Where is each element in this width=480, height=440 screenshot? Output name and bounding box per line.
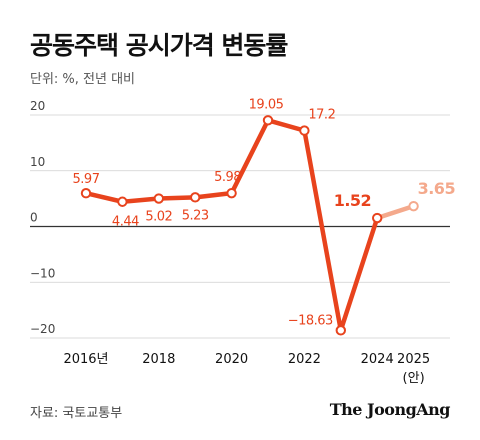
data-point <box>335 325 346 336</box>
y-tick-label: −10 <box>30 266 55 280</box>
y-tick-label: −20 <box>30 322 55 336</box>
data-label: 17.2 <box>308 108 335 123</box>
y-tick-label: 0 <box>30 211 38 225</box>
data-point <box>299 125 310 136</box>
data-point <box>262 115 274 126</box>
data-point <box>117 196 128 207</box>
x-tick-label: 2022 <box>288 352 321 367</box>
brand-logo: The JoongAng <box>329 400 451 419</box>
data-labels: 5.97 4.44 5.02 5.23 5.98 19.05 17.2 −18.63 1.52 3… <box>73 97 456 328</box>
grid-lines <box>30 114 450 339</box>
x-tick-label: 2016년 <box>63 352 108 367</box>
data-label: 5.97 <box>73 172 100 187</box>
y-axis-ticks: 20 10 0 −10 −20 <box>30 99 55 336</box>
x-tick-label: 2025 <box>397 352 430 367</box>
x-tick-label: 2018 <box>142 352 175 367</box>
data-label: 3.65 <box>418 179 456 198</box>
data-label: 1.52 <box>334 191 371 210</box>
x-tick-label: 2024 <box>361 352 394 367</box>
data-point <box>372 212 383 224</box>
data-point <box>80 188 92 199</box>
series-line-projected <box>374 203 416 221</box>
chart-title: 공동주택 공시가격 변동률 <box>30 31 288 60</box>
y-tick-label: 20 <box>30 99 45 113</box>
data-point <box>226 187 237 199</box>
data-point <box>190 192 201 203</box>
data-points <box>80 115 419 336</box>
data-label: 4.44 <box>112 215 139 230</box>
x-tick-sublabel: (안) <box>403 371 425 386</box>
unit-label: 단위: %, 전년 대비 <box>30 72 136 87</box>
y-tick-label: 10 <box>30 155 45 169</box>
x-tick-label: 2020 <box>215 352 248 367</box>
data-point <box>408 200 419 212</box>
source-note: 자료: 국토교통부 <box>30 406 123 421</box>
data-label: 5.02 <box>145 210 172 225</box>
data-label: 5.23 <box>182 208 209 223</box>
x-axis-ticks: 2016년 2018 2020 2022 2024 2025 (안) <box>63 352 430 386</box>
data-label: 19.05 <box>249 97 284 112</box>
data-label: 5.98 <box>214 170 241 185</box>
data-point <box>153 193 165 204</box>
data-label: −18.63 <box>288 313 333 328</box>
